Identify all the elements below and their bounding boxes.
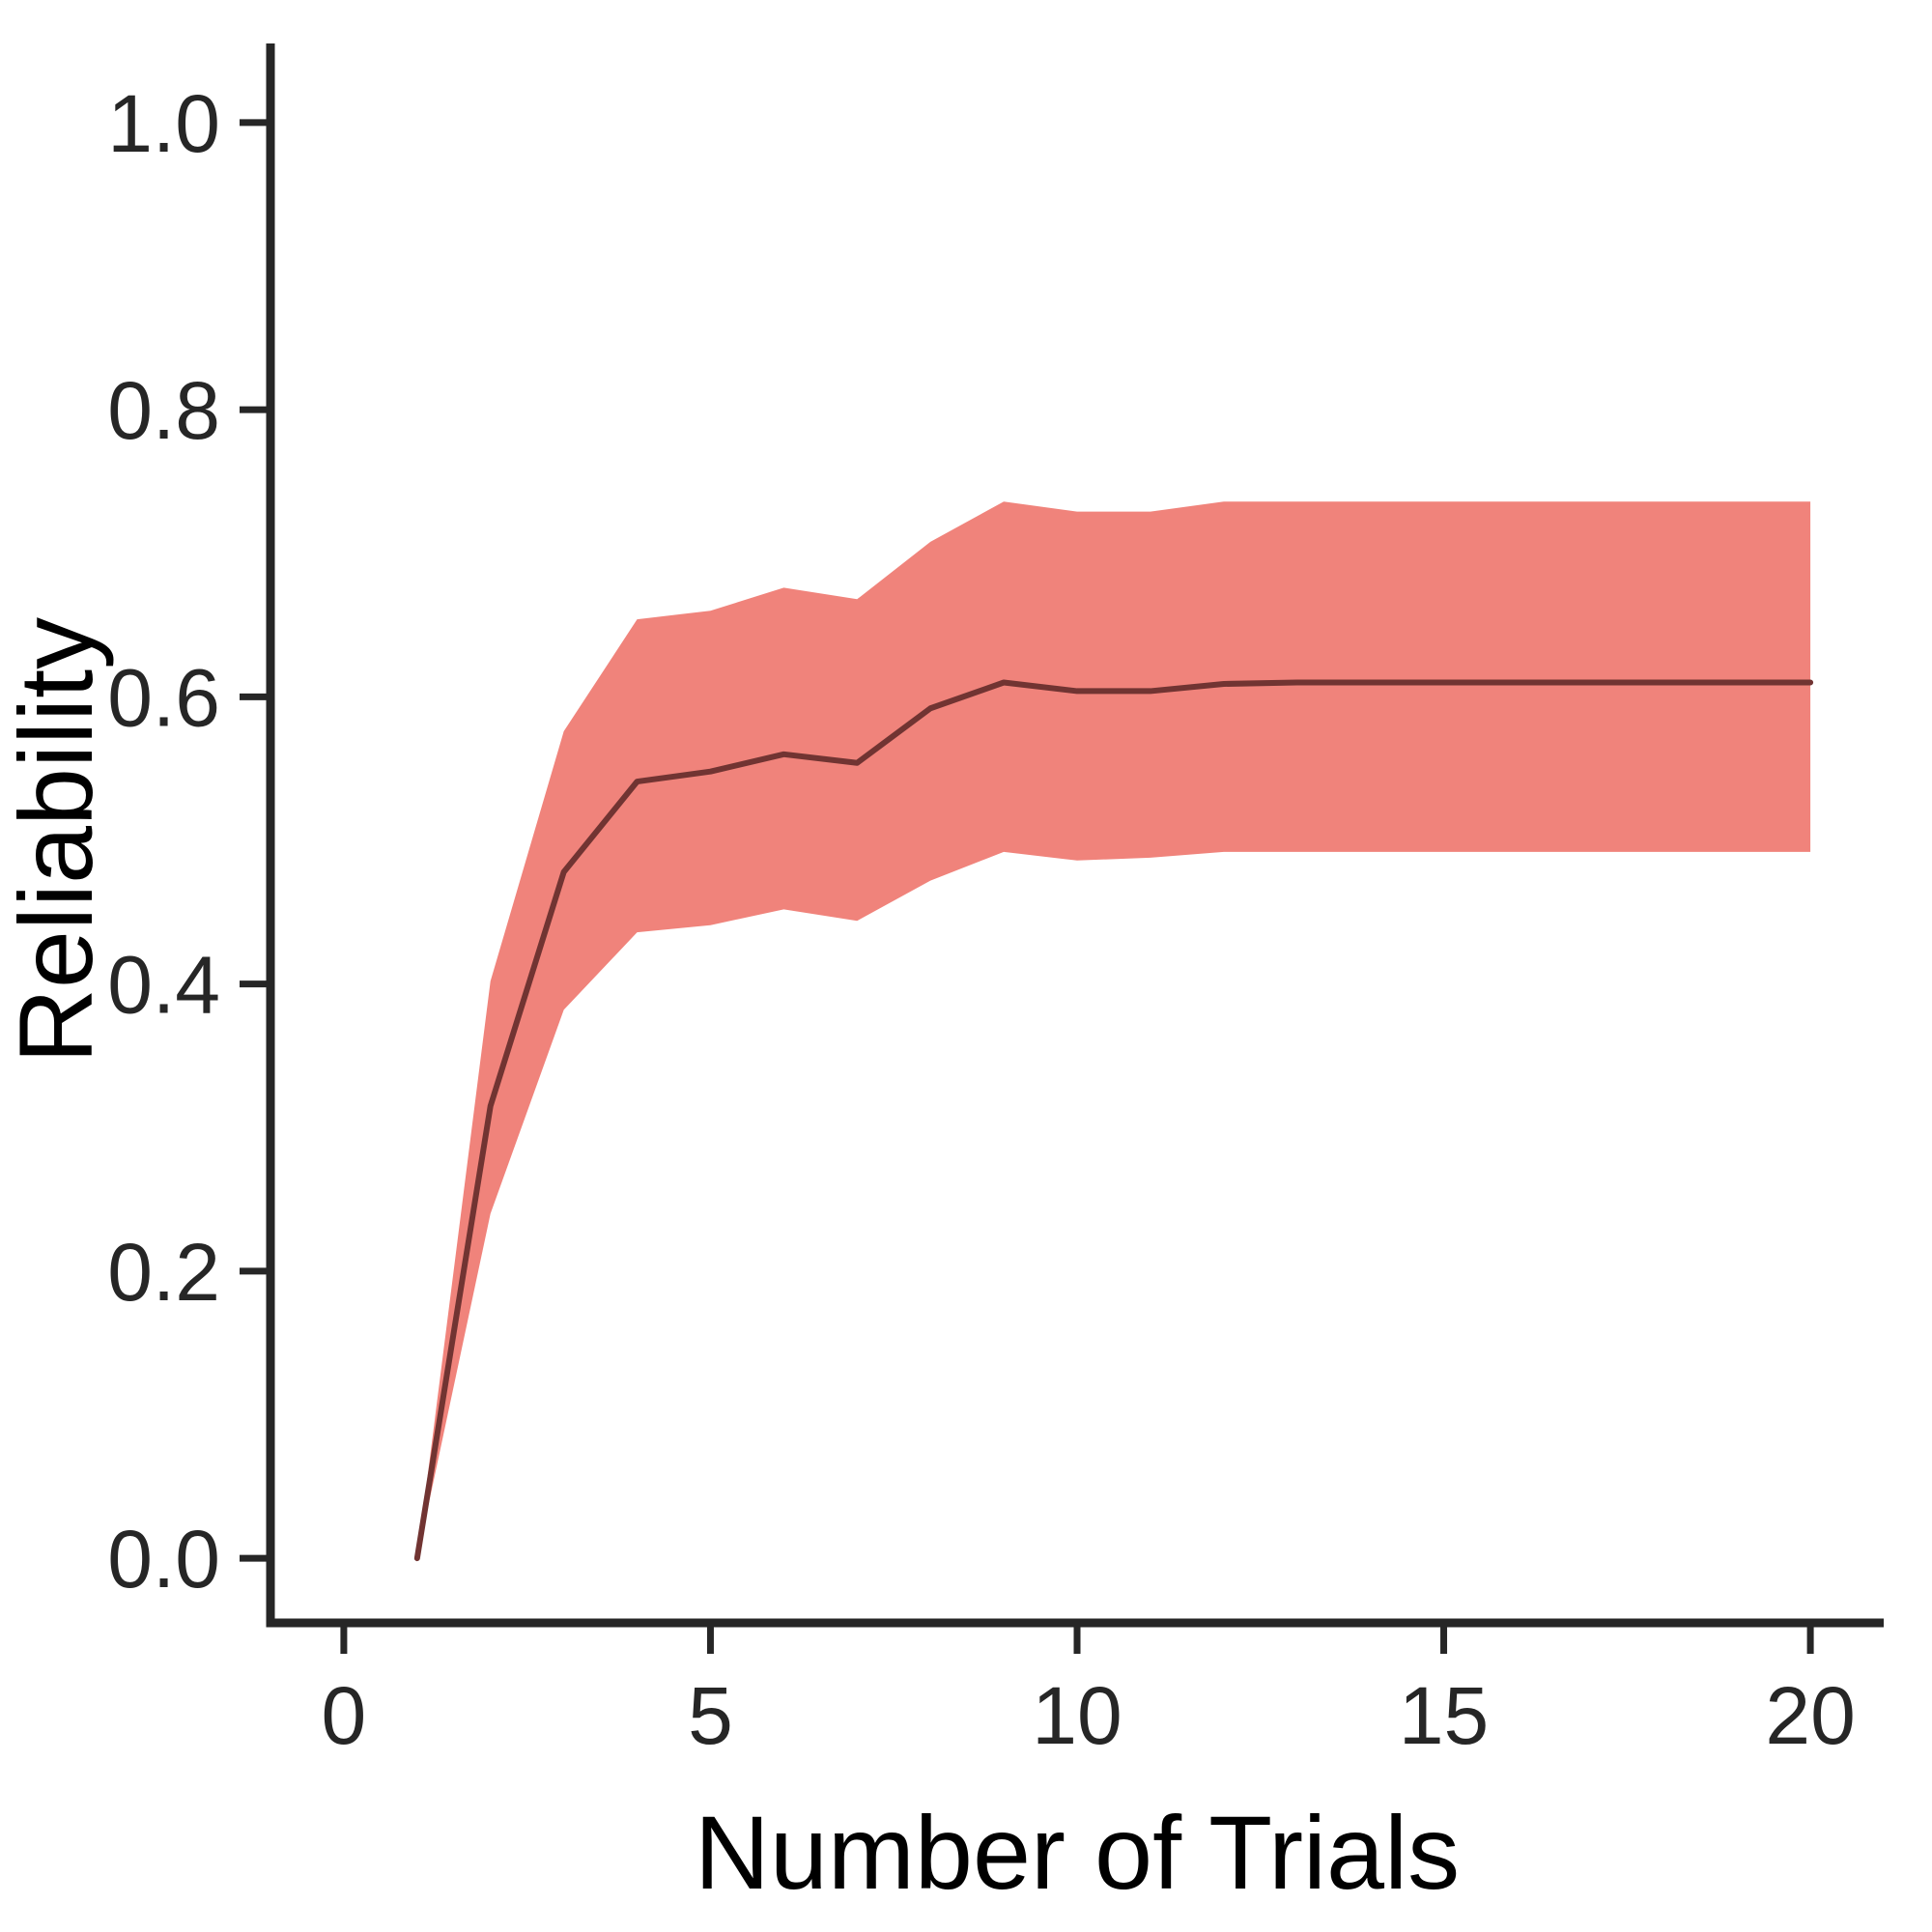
y-tick-label: 0.2 bbox=[107, 1227, 220, 1318]
x-tick-label: 15 bbox=[1399, 1670, 1489, 1761]
confidence-ribbon bbox=[416, 501, 1811, 1559]
y-tick-label: 0.6 bbox=[107, 652, 220, 743]
reliability-line bbox=[413, 679, 1814, 1562]
y-axis-title: Reliability bbox=[0, 617, 114, 1064]
x-tick-label: 20 bbox=[1765, 1670, 1855, 1761]
plot-area: 0 5 10 15 20 0.0 0.2 0.4 0.6 0.8 1.0 bbox=[107, 43, 1884, 1761]
x-tick-label: 0 bbox=[322, 1670, 367, 1761]
x-tick-label: 10 bbox=[1032, 1670, 1122, 1761]
x-axis-title: Number of Trials bbox=[695, 1794, 1460, 1911]
y-tick-label: 0.0 bbox=[107, 1514, 220, 1605]
y-tick-label: 1.0 bbox=[107, 78, 220, 169]
y-tick-label: 0.4 bbox=[107, 940, 220, 1031]
y-tick-label: 0.8 bbox=[107, 365, 220, 456]
x-tick-label: 5 bbox=[688, 1670, 733, 1761]
